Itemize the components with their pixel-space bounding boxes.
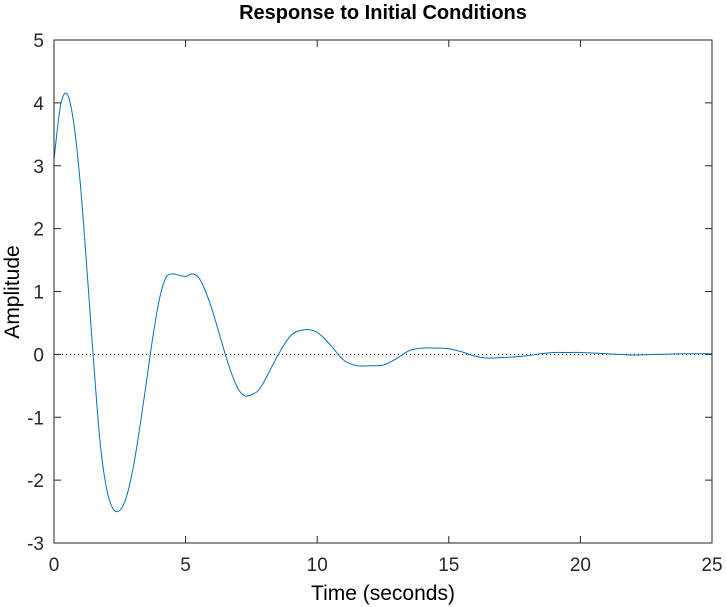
y-tick-label: 2 (33, 220, 44, 241)
y-axis-title: Amplitude (1, 245, 24, 338)
x-axis-title: Time (seconds) (311, 582, 455, 605)
ticks: 0 5 10 15 20 25 -3 -2 -1 0 1 2 3 4 5 (27, 31, 722, 576)
x-tick-label: 25 (701, 555, 722, 576)
x-tick-label: 5 (180, 555, 191, 576)
chart-title: Response to Initial Conditions (239, 2, 527, 24)
y-tick-label: -2 (27, 471, 44, 492)
x-tick-label: 20 (570, 555, 591, 576)
series-line (53, 92, 713, 513)
y-tick-label: 1 (33, 283, 44, 304)
x-tick-label: 15 (438, 555, 459, 576)
y-tick-label: 3 (33, 157, 44, 178)
y-tick-label: -1 (27, 408, 44, 429)
x-tick-label: 10 (307, 555, 328, 576)
y-tick-label: 0 (33, 345, 44, 366)
y-tick-label: -3 (27, 534, 44, 555)
y-tick-label: 5 (33, 31, 44, 52)
y-tick-label: 4 (33, 94, 44, 115)
x-tick-label: 0 (49, 555, 60, 576)
